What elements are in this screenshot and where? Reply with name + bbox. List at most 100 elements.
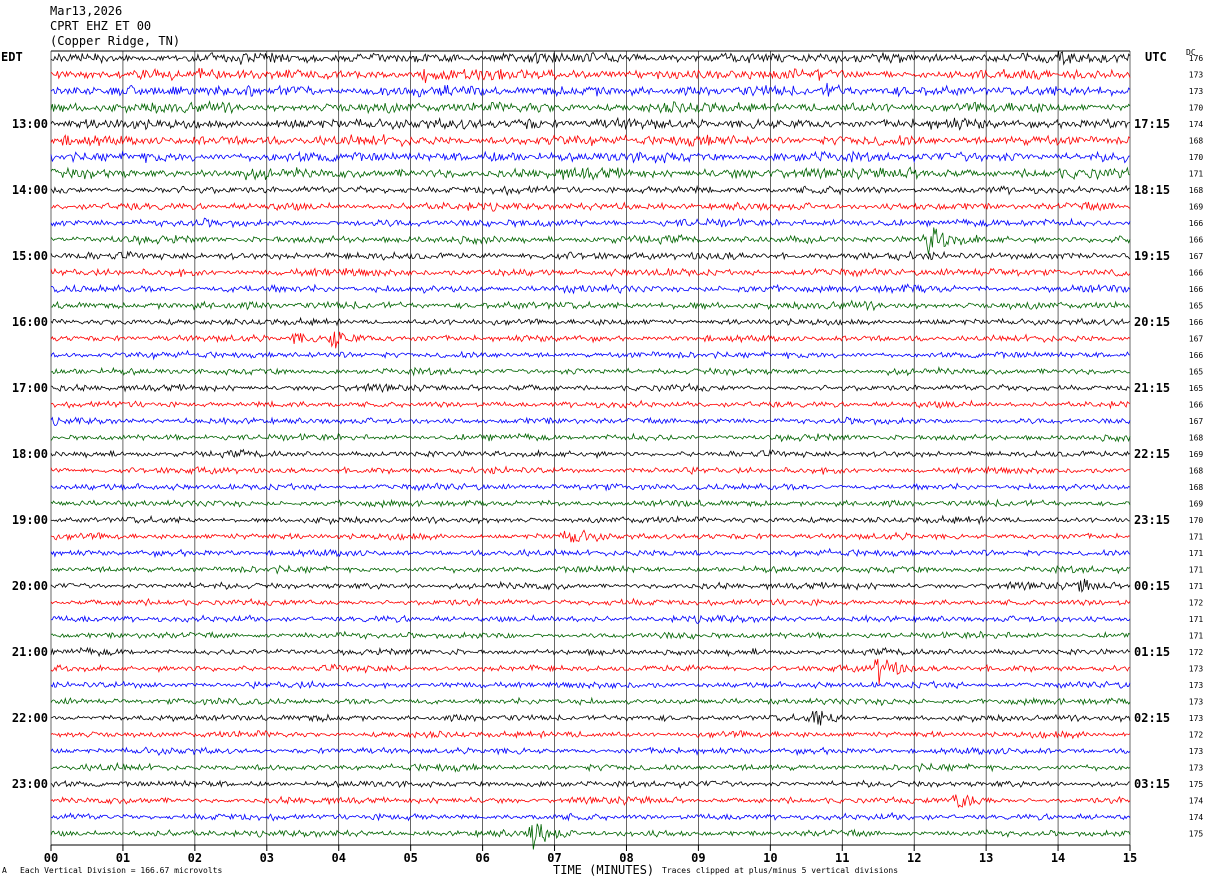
dc-offset-label: 173 xyxy=(1189,87,1204,96)
seismic-trace xyxy=(50,349,1131,361)
dc-offset-label: 167 xyxy=(1189,335,1204,344)
seismic-trace xyxy=(50,482,1131,492)
right-hour-label: 17:15 xyxy=(1134,117,1170,131)
dc-offset-label: 171 xyxy=(1189,632,1204,641)
left-hour-label: 21:00 xyxy=(12,645,48,659)
x-tick-label: 06 xyxy=(475,851,489,865)
dc-label: DC xyxy=(1186,48,1196,57)
seismic-trace xyxy=(50,696,1131,707)
seismic-trace xyxy=(50,646,1131,658)
dc-offset-label: 170 xyxy=(1189,104,1204,113)
right-hour-label: 23:15 xyxy=(1134,513,1170,527)
dc-offset-label: 167 xyxy=(1189,252,1204,261)
seismic-trace xyxy=(50,227,1131,255)
seismic-trace xyxy=(50,399,1131,410)
seismic-trace xyxy=(50,416,1131,427)
seismic-trace xyxy=(50,67,1131,84)
dc-offset-label: 173 xyxy=(1189,714,1204,723)
dc-offset-label: 171 xyxy=(1189,566,1204,575)
dc-offset-label: 176 xyxy=(1189,54,1204,63)
dc-offset-label: 171 xyxy=(1189,533,1204,542)
seismic-trace xyxy=(50,217,1131,229)
corner-mark: A xyxy=(2,866,7,875)
x-tick-label: 07 xyxy=(547,851,561,865)
dc-offset-label: 168 xyxy=(1189,434,1204,443)
right-hour-label: 20:15 xyxy=(1134,315,1170,329)
seismic-trace xyxy=(50,529,1131,543)
x-tick-label: 08 xyxy=(619,851,633,865)
header-location: (Copper Ridge, TN) xyxy=(50,34,181,48)
seismic-trace xyxy=(50,761,1131,773)
x-tick-label: 09 xyxy=(691,851,705,865)
seismic-trace xyxy=(50,465,1131,476)
seismic-trace xyxy=(50,498,1131,509)
header-station: CPRT EHZ ET 00 xyxy=(50,19,152,33)
dc-offset-label: 166 xyxy=(1189,318,1204,327)
right-hour-label: 01:15 xyxy=(1134,645,1170,659)
dc-offset-label: 168 xyxy=(1189,483,1204,492)
seismic-trace xyxy=(50,250,1131,261)
scale-note: Each Vertical Division = 166.67 microvol… xyxy=(20,866,223,875)
left-timezone-label: EDT xyxy=(1,50,23,64)
seismic-trace xyxy=(51,614,1131,624)
seismic-trace xyxy=(50,597,1131,607)
trace-layer xyxy=(50,51,1131,850)
right-hour-label: 18:15 xyxy=(1134,183,1170,197)
right-hour-label: 22:15 xyxy=(1134,447,1170,461)
seismic-trace xyxy=(50,134,1131,148)
seismic-trace xyxy=(50,823,1131,850)
seismic-trace xyxy=(50,746,1131,757)
x-tick-label: 03 xyxy=(260,851,274,865)
right-timezone-label: UTC xyxy=(1145,50,1167,64)
right-hour-label: 00:15 xyxy=(1134,579,1170,593)
x-tick-label: 15 xyxy=(1123,851,1137,865)
seismic-trace xyxy=(50,150,1131,164)
seismic-trace xyxy=(50,184,1131,197)
x-tick-label: 02 xyxy=(188,851,202,865)
right-hour-label: 03:15 xyxy=(1134,777,1170,791)
header-date: Mar13,2026 xyxy=(50,4,123,18)
seismic-trace xyxy=(50,116,1131,131)
seismic-trace xyxy=(50,630,1131,640)
dc-offset-label: 168 xyxy=(1189,186,1204,195)
left-hour-label: 13:00 xyxy=(12,117,48,131)
dc-offset-label: 165 xyxy=(1189,384,1204,393)
seismic-trace xyxy=(50,811,1131,822)
dc-offset-label: 175 xyxy=(1189,780,1204,789)
dc-offset-label: 173 xyxy=(1189,665,1204,674)
x-tick-label: 12 xyxy=(907,851,921,865)
dc-offset-label: 166 xyxy=(1189,269,1204,278)
seismic-trace xyxy=(50,99,1131,115)
seismic-trace xyxy=(50,283,1131,295)
grid-layer xyxy=(50,50,1131,851)
seismic-trace xyxy=(50,365,1131,377)
dc-offset-label: 173 xyxy=(1189,71,1204,80)
dc-offset-label: 171 xyxy=(1189,170,1204,179)
x-tick-label: 11 xyxy=(835,851,849,865)
dc-offset-label: 166 xyxy=(1189,351,1204,360)
dc-offset-label: 165 xyxy=(1189,368,1204,377)
dc-offset-label: 171 xyxy=(1189,582,1204,591)
left-hour-label: 22:00 xyxy=(12,711,48,725)
seismic-trace xyxy=(50,82,1131,98)
seismic-trace xyxy=(50,166,1131,181)
left-hour-label: 20:00 xyxy=(12,579,48,593)
dc-offset-label: 168 xyxy=(1189,467,1204,476)
x-tick-label: 10 xyxy=(763,851,777,865)
dc-offset-label: 172 xyxy=(1189,599,1204,608)
seismic-trace xyxy=(50,448,1131,460)
seismic-trace xyxy=(50,267,1131,278)
label-layer: 00 01 02 03 04 05 06 07 08 09 10 11 12 13 14 15 13:00 14:… xyxy=(12,54,1204,865)
dc-offset-label: 171 xyxy=(1189,549,1204,558)
seismic-trace xyxy=(50,299,1131,312)
left-hour-label: 18:00 xyxy=(12,447,48,461)
x-tick-label: 01 xyxy=(116,851,130,865)
seismic-trace xyxy=(50,710,1131,726)
dc-offset-label: 166 xyxy=(1189,236,1204,245)
x-tick-label: 14 xyxy=(1051,851,1065,865)
seismic-trace xyxy=(50,564,1131,575)
seismic-trace xyxy=(50,779,1131,790)
seismic-trace xyxy=(50,331,1131,349)
seismic-trace xyxy=(50,51,1131,66)
